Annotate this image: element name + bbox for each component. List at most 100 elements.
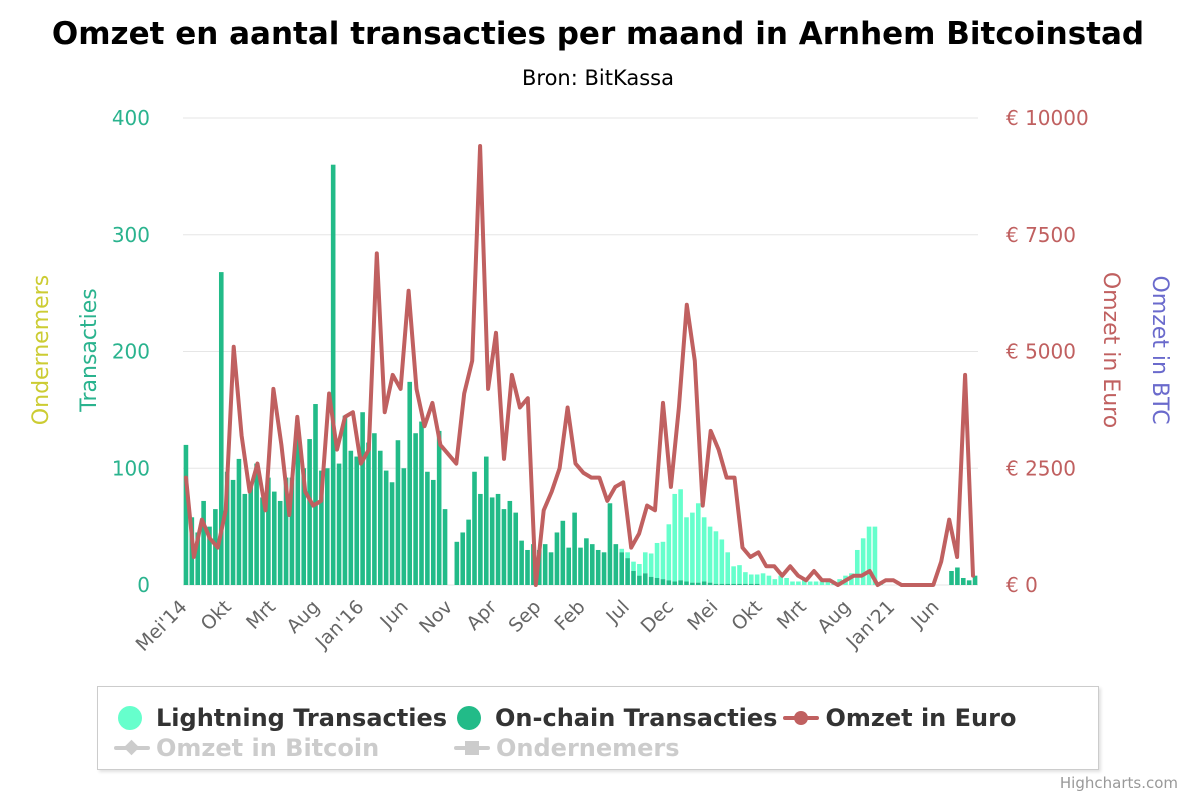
onchain-bar[interactable] xyxy=(754,583,760,585)
onchain-bar[interactable] xyxy=(266,477,271,585)
onchain-bar[interactable] xyxy=(436,430,442,585)
lightning-bar[interactable] xyxy=(866,526,872,585)
onchain-bar[interactable] xyxy=(419,421,424,585)
lightning-bar[interactable] xyxy=(825,580,831,585)
lightning-bar[interactable] xyxy=(707,526,713,583)
onchain-bar[interactable] xyxy=(489,497,495,585)
lightning-bar[interactable] xyxy=(819,581,825,585)
onchain-bar[interactable] xyxy=(955,567,960,585)
onchain-bar[interactable] xyxy=(454,541,460,585)
onchain-bar[interactable] xyxy=(313,404,318,585)
onchain-bar[interactable] xyxy=(401,468,407,585)
lightning-bar[interactable] xyxy=(713,531,719,584)
lightning-bars[interactable] xyxy=(619,489,884,585)
onchain-bar[interactable] xyxy=(383,470,389,585)
onchain-bar[interactable] xyxy=(631,570,636,585)
onchain-bar[interactable] xyxy=(725,583,731,585)
onchain-bar[interactable] xyxy=(395,440,401,585)
lightning-bar[interactable] xyxy=(748,574,754,584)
onchain-bar[interactable] xyxy=(289,477,295,585)
onchain-bar[interactable] xyxy=(972,575,978,585)
onchain-bar[interactable] xyxy=(619,552,625,585)
legend-item-omzet-euro[interactable]: Omzet in Euro xyxy=(781,703,1016,733)
onchain-bar[interactable] xyxy=(442,509,448,585)
onchain-bar[interactable] xyxy=(654,577,660,585)
onchain-bar[interactable] xyxy=(584,538,589,585)
onchain-bar[interactable] xyxy=(295,427,301,585)
onchain-bar[interactable] xyxy=(425,471,430,585)
onchain-bar[interactable] xyxy=(218,272,224,585)
onchain-bar[interactable] xyxy=(195,532,201,585)
lightning-bar[interactable] xyxy=(648,553,654,577)
onchain-bar[interactable] xyxy=(595,549,601,585)
onchain-bar[interactable] xyxy=(560,520,566,585)
lightning-bar[interactable] xyxy=(807,581,813,585)
lightning-bar[interactable] xyxy=(719,539,725,584)
onchain-bar[interactable] xyxy=(277,500,283,585)
lightning-bar[interactable] xyxy=(860,538,866,585)
onchain-bar[interactable] xyxy=(607,503,613,585)
onchain-bar[interactable] xyxy=(554,532,560,585)
lightning-bar[interactable] xyxy=(672,493,678,582)
legend-item-ondernemers[interactable]: Ondernemers xyxy=(452,733,680,763)
onchain-bar[interactable] xyxy=(666,580,672,585)
onchain-bar[interactable] xyxy=(324,468,330,585)
onchain-bar[interactable] xyxy=(507,500,513,585)
lightning-bar[interactable] xyxy=(766,575,772,585)
onchain-bar[interactable] xyxy=(230,479,236,585)
lightning-bar[interactable] xyxy=(725,552,731,584)
lightning-bar[interactable] xyxy=(654,542,660,578)
lightning-bar[interactable] xyxy=(660,541,666,580)
onchain-bar[interactable] xyxy=(466,519,471,585)
lightning-bar[interactable] xyxy=(813,581,819,585)
onchain-bar[interactable] xyxy=(625,558,630,585)
onchain-bar[interactable] xyxy=(224,471,230,585)
onchain-bar[interactable] xyxy=(407,381,413,585)
onchain-bar[interactable] xyxy=(648,576,654,585)
onchain-bar[interactable] xyxy=(366,442,371,585)
onchain-bar[interactable] xyxy=(478,493,483,585)
onchain-bar[interactable] xyxy=(348,450,354,585)
lightning-bar[interactable] xyxy=(695,503,701,583)
lightning-bar[interactable] xyxy=(772,579,778,585)
lightning-bar[interactable] xyxy=(637,563,642,576)
lightning-bar[interactable] xyxy=(737,565,742,584)
onchain-bar[interactable] xyxy=(307,439,312,585)
lightning-bar[interactable] xyxy=(778,575,784,585)
onchain-bar[interactable] xyxy=(737,583,742,585)
onchain-bar[interactable] xyxy=(695,582,701,585)
lightning-bar[interactable] xyxy=(690,512,695,583)
onchain-bar[interactable] xyxy=(513,512,519,585)
onchain-bar[interactable] xyxy=(684,581,689,585)
onchain-bar[interactable] xyxy=(613,544,619,585)
onchain-bar[interactable] xyxy=(589,544,595,585)
lightning-bar[interactable] xyxy=(701,517,707,582)
lightning-bar[interactable] xyxy=(784,577,789,585)
lightning-bar[interactable] xyxy=(754,574,760,584)
lightning-bar[interactable] xyxy=(731,566,736,584)
onchain-bar[interactable] xyxy=(519,540,524,585)
onchain-bar[interactable] xyxy=(242,493,248,585)
onchain-bar[interactable] xyxy=(542,544,548,585)
lightning-bar[interactable] xyxy=(743,572,748,584)
lightning-bar[interactable] xyxy=(801,580,807,585)
lightning-bar[interactable] xyxy=(854,549,860,585)
onchain-bar[interactable] xyxy=(430,479,436,585)
onchain-bar[interactable] xyxy=(236,458,242,585)
onchain-bar[interactable] xyxy=(483,456,489,585)
onchain-bar[interactable] xyxy=(354,456,360,585)
onchain-bar[interactable] xyxy=(525,549,530,585)
onchain-bar[interactable] xyxy=(672,581,678,585)
onchain-bar[interactable] xyxy=(637,575,642,585)
lightning-bar[interactable] xyxy=(796,581,801,585)
lightning-bar[interactable] xyxy=(678,489,683,581)
onchain-bar[interactable] xyxy=(460,532,466,585)
onchain-bar[interactable] xyxy=(719,583,725,585)
onchain-bar[interactable] xyxy=(707,582,713,585)
onchain-bar[interactable] xyxy=(701,581,707,585)
omzet-euro-line-path[interactable] xyxy=(184,144,975,587)
onchain-bar[interactable] xyxy=(201,500,206,585)
onchain-bar[interactable] xyxy=(501,509,507,585)
onchain-bar[interactable] xyxy=(601,552,607,585)
onchain-bar[interactable] xyxy=(578,547,583,585)
